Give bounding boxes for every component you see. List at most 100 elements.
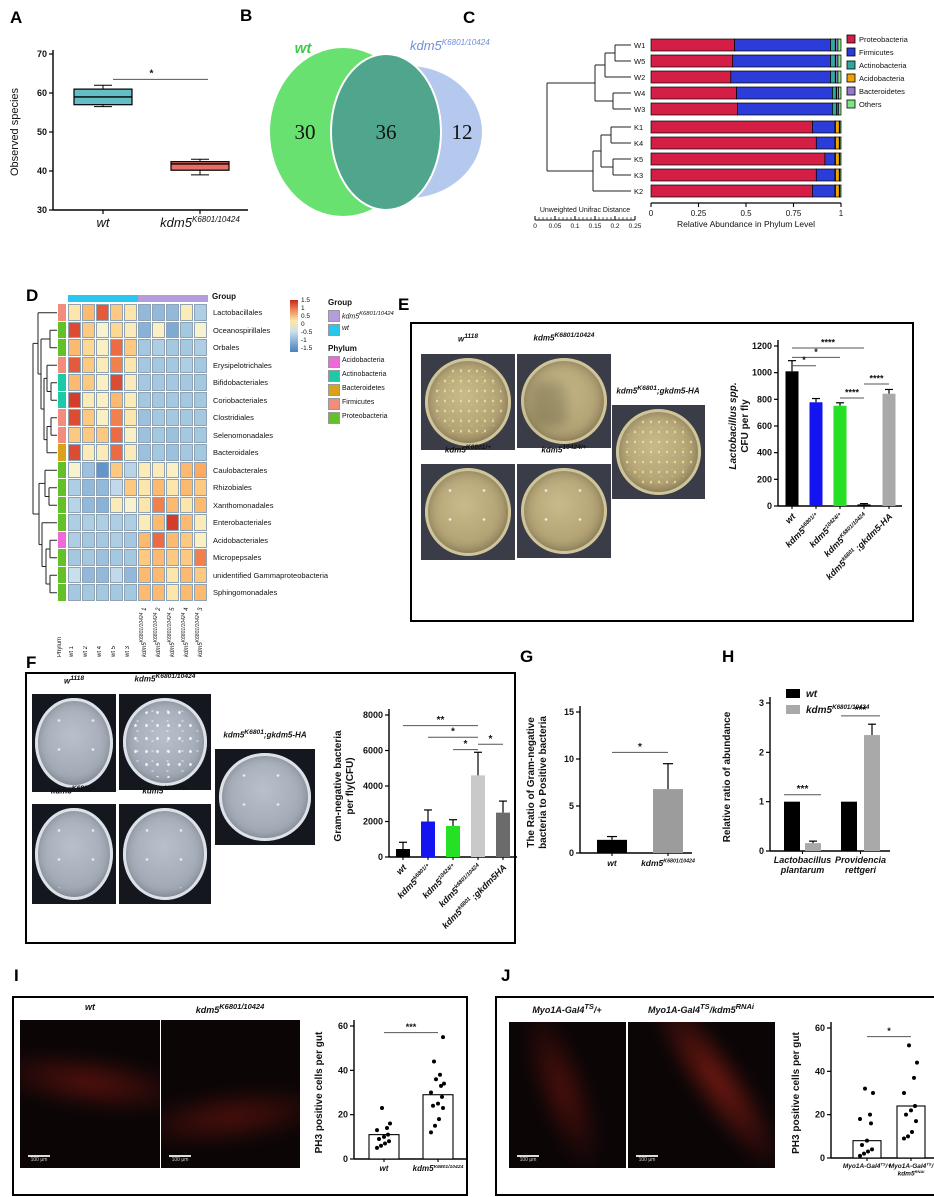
gut-tissue [20,1038,160,1127]
order-heatmap: Group Lactobacillales Oceanospirillales Orb… [28,292,432,660]
bar-segment [815,136,836,150]
heatmap-cell [124,461,137,478]
bar-segment [650,70,732,84]
heatmap-cell [194,444,207,461]
data-point [386,1132,390,1137]
heatmap-cell [152,584,165,601]
heatmap-cell [138,549,151,566]
heatmap-col-label: kdm5K6801/10424 4 [181,607,190,657]
phylum-annotation [58,321,66,338]
x-category: wt [394,862,409,877]
sample-label: W1 [634,41,645,50]
heatmap-cell [138,304,151,321]
data-point [907,1043,911,1048]
heatmap-cell [68,479,81,496]
data-point [438,1072,442,1077]
microscopy-image: 100 μm [161,1020,300,1168]
petri-photo [215,749,315,845]
y-tick: 8000 [363,710,383,720]
venn-diagram: 30 36 12 wt kdm5K6801/10424 [270,38,490,216]
bar-0 [396,849,410,857]
heatmap-cell [82,496,95,513]
legend-swatch [846,99,856,109]
heatmap-cell [110,549,123,566]
heatmap-row-label: Rhizobiales [213,483,252,492]
sample-label: K1 [634,123,643,132]
bar-segment [832,86,837,100]
heatmap-cell [110,531,123,548]
heatmap-cell [194,514,207,531]
scale-tick: 0.25 [629,223,642,230]
legend-swatch [846,47,856,57]
heatmap-cell [124,391,137,408]
heatmap-cell [180,479,193,496]
heatmap-cell [68,444,81,461]
heatmap-cell [152,514,165,531]
data-point [862,1151,866,1156]
legend-label: kdm5K6801/10424 [342,311,394,321]
heatmap-cell [68,356,81,373]
data-point [858,1153,862,1158]
heatmap-cell [194,584,207,601]
bar-0 [785,371,799,506]
petri-dish [424,357,512,447]
heatmap-cell [194,356,207,373]
image-label: Myo1A-Gal4TS/+ [532,1002,602,1015]
sig-label: * [802,355,806,365]
heatmap-cell [166,566,179,583]
sig-label: *** [797,784,809,795]
heatmap-cell [68,514,81,531]
sample-label: W4 [634,89,645,98]
heatmap-cell [138,514,151,531]
panel-letter-b: B [240,6,253,25]
x-category: kdm5RNAi [898,1169,926,1178]
heatmap-cell [180,409,193,426]
heatmap-cell [152,391,165,408]
heatmap-row-label: Erysipelotrichales [213,360,272,370]
data-point [870,1147,874,1152]
heatmap-cell [82,479,95,496]
x-category: Myo1A-Gal4TS/+ [843,1161,892,1170]
bar-segment [839,184,842,198]
legend-title: Phylum [328,344,357,353]
heatmap-cell [124,566,137,583]
heatmap-row-label: Coriobacteriales [213,395,268,405]
bar-wt-1 [841,801,857,851]
y-tick: 4000 [363,781,383,791]
bar-segment [650,184,813,198]
heatmap-cell [194,549,207,566]
x-category: rettgeri [845,865,877,875]
scale-tick: 0 [301,321,305,328]
y-tick: 0 [343,1154,348,1164]
bar-segment [824,152,836,166]
data-point [902,1136,906,1141]
heatmap-cell [152,531,165,548]
y-tick: 5 [569,801,574,811]
heatmap-cell [68,584,81,601]
heatmap-row-label: Acidobacteriales [213,535,269,545]
heatmap-color-scale [290,300,298,352]
heatmap-cell [110,339,123,356]
heatmap-cell [138,356,151,373]
heatmap-cell [124,321,137,338]
x-tick: 0.25 [691,209,707,218]
sig-label: * [887,1026,891,1036]
phylum-annotation [58,444,66,461]
heatmap-cell [138,566,151,583]
heatmap-cell [194,426,207,443]
heatmap-cell [180,339,193,356]
heatmap-cell [166,461,179,478]
heatmap-cell [152,321,165,338]
heatmap-cell [180,444,193,461]
panel-letter-i: I [14,966,19,985]
heatmap-cell [166,479,179,496]
scale-tick: 1 [301,305,305,312]
sig-label: **** [821,338,836,348]
legend-title: Group [328,298,352,307]
heatmap-cell [96,566,109,583]
heatmap-cell [152,409,165,426]
heatmap-cell [180,584,193,601]
heatmap-cell [138,584,151,601]
panel-letter-g: G [520,647,534,666]
heatmap-cell [68,321,81,338]
